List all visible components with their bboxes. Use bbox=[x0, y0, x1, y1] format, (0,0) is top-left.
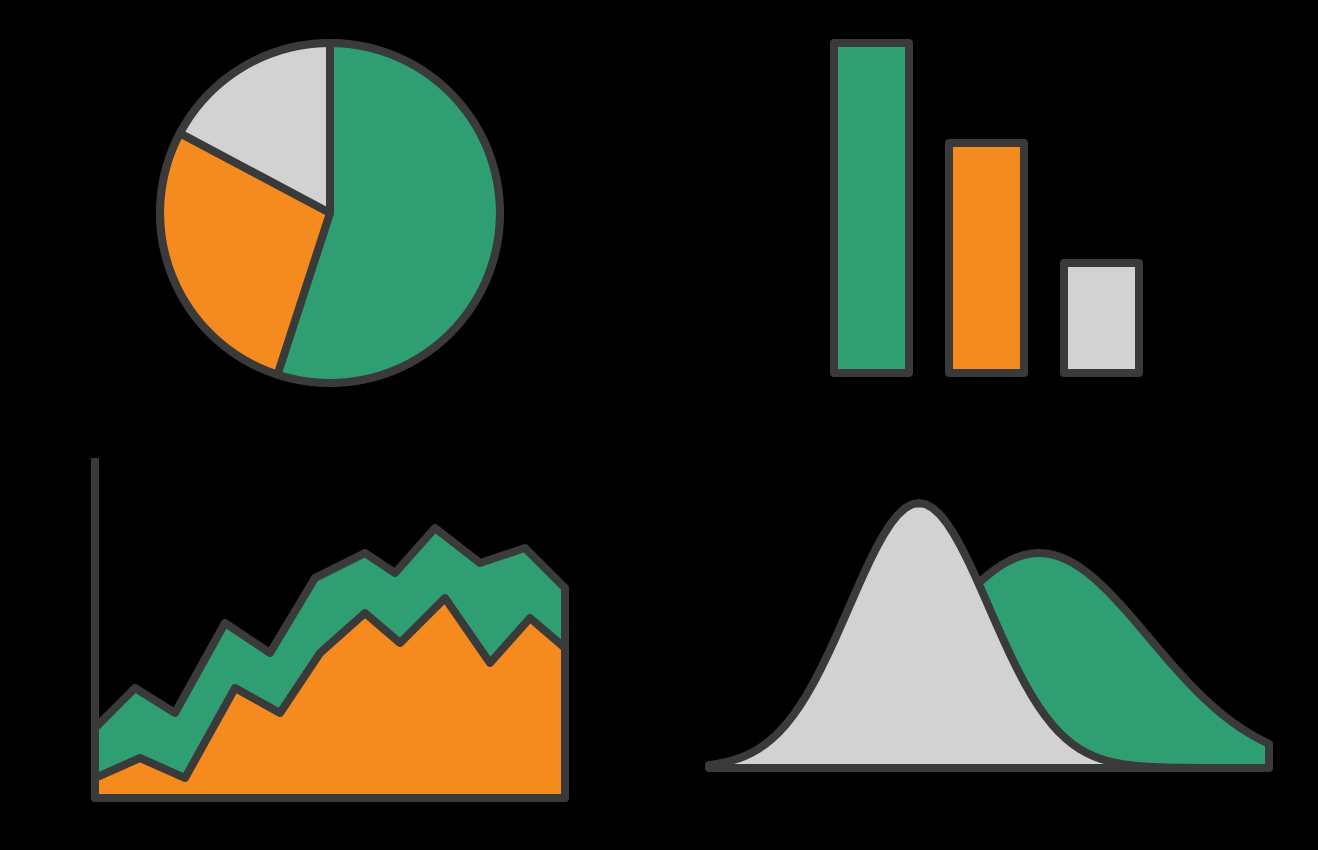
bar-B bbox=[949, 143, 1024, 373]
bar-cell bbox=[659, 0, 1318, 425]
bar-A bbox=[834, 43, 909, 373]
area-chart-icon bbox=[85, 458, 575, 818]
distribution-chart-icon bbox=[699, 478, 1279, 798]
pie-chart-icon bbox=[150, 33, 510, 393]
bar-chart-icon bbox=[794, 33, 1184, 393]
bar-C bbox=[1064, 263, 1139, 373]
chart-grid bbox=[0, 0, 1318, 850]
pie-cell bbox=[0, 0, 659, 425]
dist-cell bbox=[659, 425, 1318, 850]
area-cell bbox=[0, 425, 659, 850]
